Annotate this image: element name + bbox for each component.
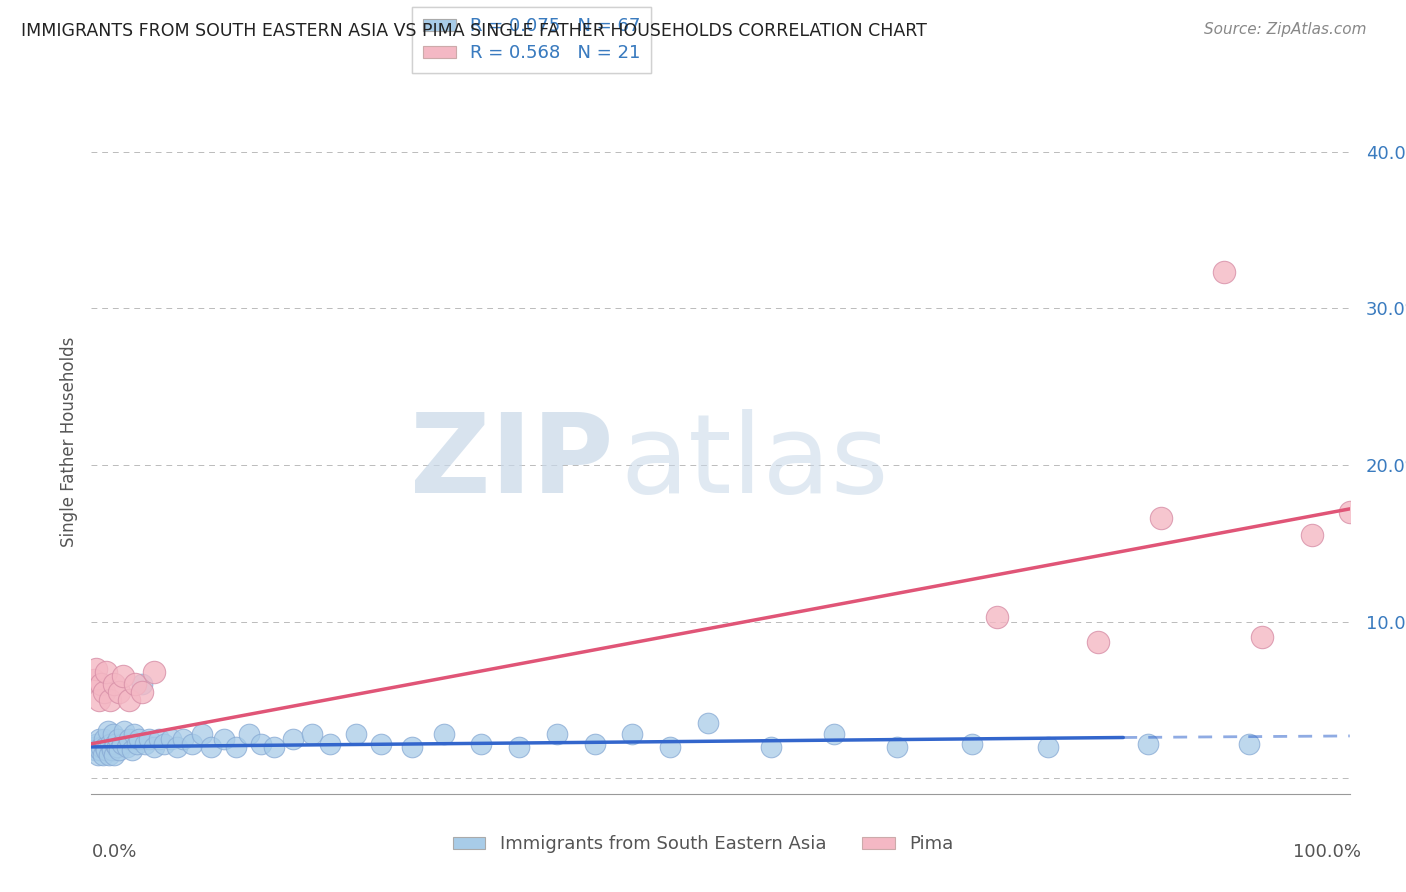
Point [118,732,141,747]
Point [93,732,115,747]
Point [200,739,222,754]
Point [112,724,135,739]
Point [90,677,112,691]
Point [86,737,108,751]
Point [1212,265,1236,279]
Point [110,737,132,751]
Point [84,743,107,757]
Point [96,743,118,757]
Point [131,685,153,699]
Point [621,727,644,741]
Point [1036,739,1059,754]
Point [143,665,166,679]
Point [86,747,108,762]
Point [83,739,105,754]
Point [93,685,115,699]
Point [100,743,122,757]
Point [98,747,121,762]
Point [91,747,114,762]
Point [118,693,141,707]
Point [172,732,194,747]
Point [107,732,129,747]
Point [104,737,127,751]
Text: IMMIGRANTS FROM SOUTH EASTERN ASIA VS PIMA SINGLE FATHER HOUSEHOLDS CORRELATION : IMMIGRANTS FROM SOUTH EASTERN ASIA VS PI… [21,22,927,40]
Point [823,727,845,741]
Point [319,737,342,751]
Point [433,727,456,741]
Point [281,732,304,747]
Point [1150,511,1173,525]
Point [159,732,181,747]
Point [583,737,606,751]
Point [1137,737,1160,751]
Point [659,739,682,754]
Legend: Immigrants from South Eastern Asia, Pima: Immigrants from South Eastern Asia, Pima [446,829,960,861]
Point [225,739,247,754]
Point [105,739,128,754]
Point [212,732,235,747]
Point [370,737,392,751]
Point [181,737,204,751]
Y-axis label: Single Father Households: Single Father Households [59,336,77,547]
Point [148,732,170,747]
Point [470,737,492,751]
Text: Source: ZipAtlas.com: Source: ZipAtlas.com [1204,22,1367,37]
Point [508,739,530,754]
Point [124,677,146,691]
Point [1087,635,1109,649]
Text: ZIP: ZIP [411,409,613,516]
Point [86,662,108,676]
Text: 100.0%: 100.0% [1294,843,1361,861]
Point [1339,505,1361,519]
Point [344,727,367,741]
Point [128,732,150,747]
Point [103,747,125,762]
Point [153,737,176,751]
Legend: R = 0.075   N = 67, R = 0.568   N = 21: R = 0.075 N = 67, R = 0.568 N = 21 [412,6,651,73]
Point [166,739,188,754]
Text: 0.0%: 0.0% [91,843,136,861]
Point [1237,737,1260,751]
Point [94,739,117,754]
Point [108,685,131,699]
Point [250,737,273,751]
Point [87,693,110,707]
Point [143,739,166,754]
Point [191,727,214,741]
Point [98,737,121,751]
Point [759,739,782,754]
Point [101,727,124,741]
Point [89,743,111,757]
Point [263,739,285,754]
Point [131,677,153,691]
Point [97,724,120,739]
Point [886,739,908,754]
Point [1250,630,1272,644]
Point [103,677,125,691]
Point [301,727,323,741]
Point [1301,528,1323,542]
Point [111,669,134,683]
Point [238,727,260,741]
Point [986,610,1008,624]
Point [87,732,110,747]
Point [122,727,145,741]
Point [697,716,720,731]
Point [125,737,148,751]
Point [96,665,118,679]
Point [98,693,121,707]
Point [401,739,423,754]
Point [138,732,160,747]
Point [134,737,156,751]
Text: atlas: atlas [620,409,889,516]
Point [115,739,138,754]
Point [83,673,105,687]
Point [962,737,984,751]
Point [121,743,143,757]
Point [108,743,131,757]
Point [90,739,112,754]
Point [546,727,568,741]
